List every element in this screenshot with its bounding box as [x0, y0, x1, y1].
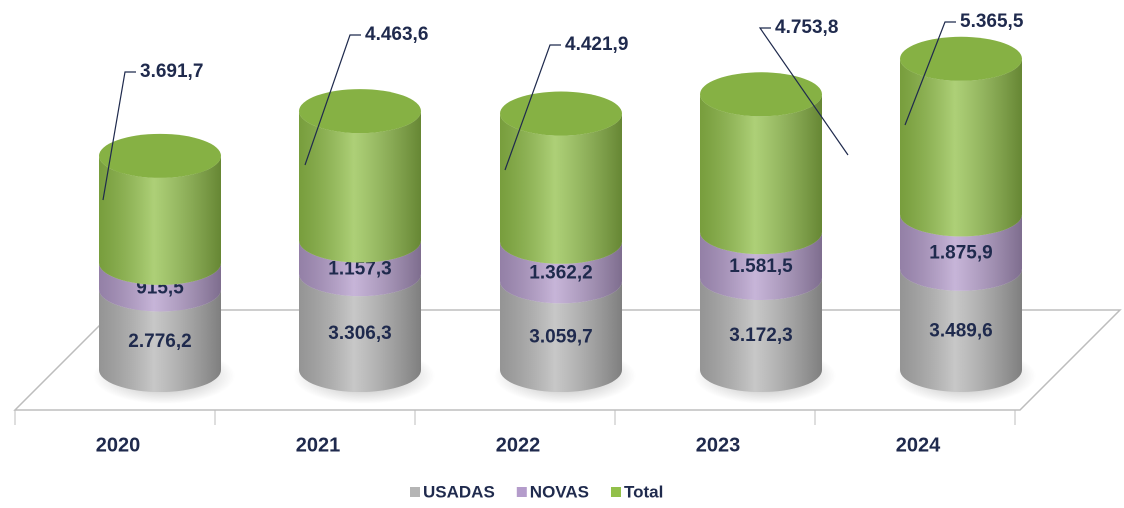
x-tick-label: 2020 [96, 434, 141, 456]
cylinder-shade [299, 111, 421, 263]
cylinder-shade [500, 241, 622, 304]
x-tick-label: 2024 [896, 434, 941, 456]
cylinder-shade [299, 274, 421, 392]
data-label: 1.875,9 [929, 243, 992, 264]
data-label: 3.489,6 [929, 321, 992, 342]
leader-line [904, 21, 956, 126]
x-tick-label: 2021 [296, 434, 341, 456]
cylinder-top-shade [500, 91, 622, 136]
cylinder-shade [900, 214, 1022, 291]
legend-label: USADAS [423, 482, 495, 501]
cylinder-shade [99, 289, 221, 392]
data-label: 3.306,3 [328, 323, 391, 344]
legend-label: Total [624, 482, 663, 501]
leader-line [504, 44, 561, 171]
data-label: 2.776,2 [128, 331, 191, 352]
cylinder-shade [900, 268, 1022, 392]
data-label: 4.753,8 [775, 17, 838, 38]
legend-swatch [516, 487, 527, 497]
data-label: 1.362,2 [529, 263, 592, 284]
cylinder-top [299, 89, 421, 134]
cylinder-top [700, 72, 822, 117]
cylinder-shade [500, 113, 622, 264]
cylinder-top [500, 91, 622, 136]
data-label: 4.463,6 [365, 24, 428, 45]
legend-swatch [410, 487, 420, 497]
cylinder-shade [99, 262, 221, 312]
data-label: 5.365,5 [960, 11, 1024, 32]
cylinder-shade [99, 155, 221, 285]
data-label: 3.059,7 [529, 327, 592, 348]
legend-swatch [611, 487, 621, 497]
cylinder-shade [700, 94, 822, 255]
data-label: 1.581,5 [729, 256, 793, 277]
cylinder-shade [500, 281, 622, 392]
data-label: 3.172,3 [729, 325, 792, 346]
cylinder-top-shade [900, 36, 1022, 81]
cylinder-shade [299, 240, 421, 297]
leader-line [304, 34, 361, 166]
cylinder-top-shade [700, 72, 822, 117]
legend-label: NOVAS [530, 482, 589, 501]
cylinder-top-shade [99, 133, 221, 178]
cylinder-top [900, 36, 1022, 81]
data-label: 1.157,3 [328, 258, 391, 279]
x-tick-label: 2023 [696, 434, 741, 456]
data-label: 4.421,9 [565, 34, 628, 55]
cylinder-shade [900, 58, 1022, 237]
x-tick-label: 2022 [496, 434, 541, 456]
data-label: 3.691,7 [140, 61, 203, 82]
cylinder-shade [700, 232, 822, 301]
cylinder-top-shade [299, 89, 421, 134]
cylinder-shade [700, 278, 822, 392]
leader-line [102, 71, 136, 201]
leader-line [758, 27, 849, 156]
cylinder-top [99, 133, 221, 178]
